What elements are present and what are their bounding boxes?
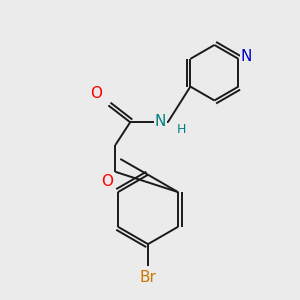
Text: N: N	[154, 114, 166, 129]
Text: O: O	[90, 86, 102, 101]
Text: Br: Br	[140, 270, 157, 285]
Text: H: H	[177, 123, 186, 136]
Text: O: O	[101, 174, 113, 189]
Text: N: N	[241, 50, 252, 64]
